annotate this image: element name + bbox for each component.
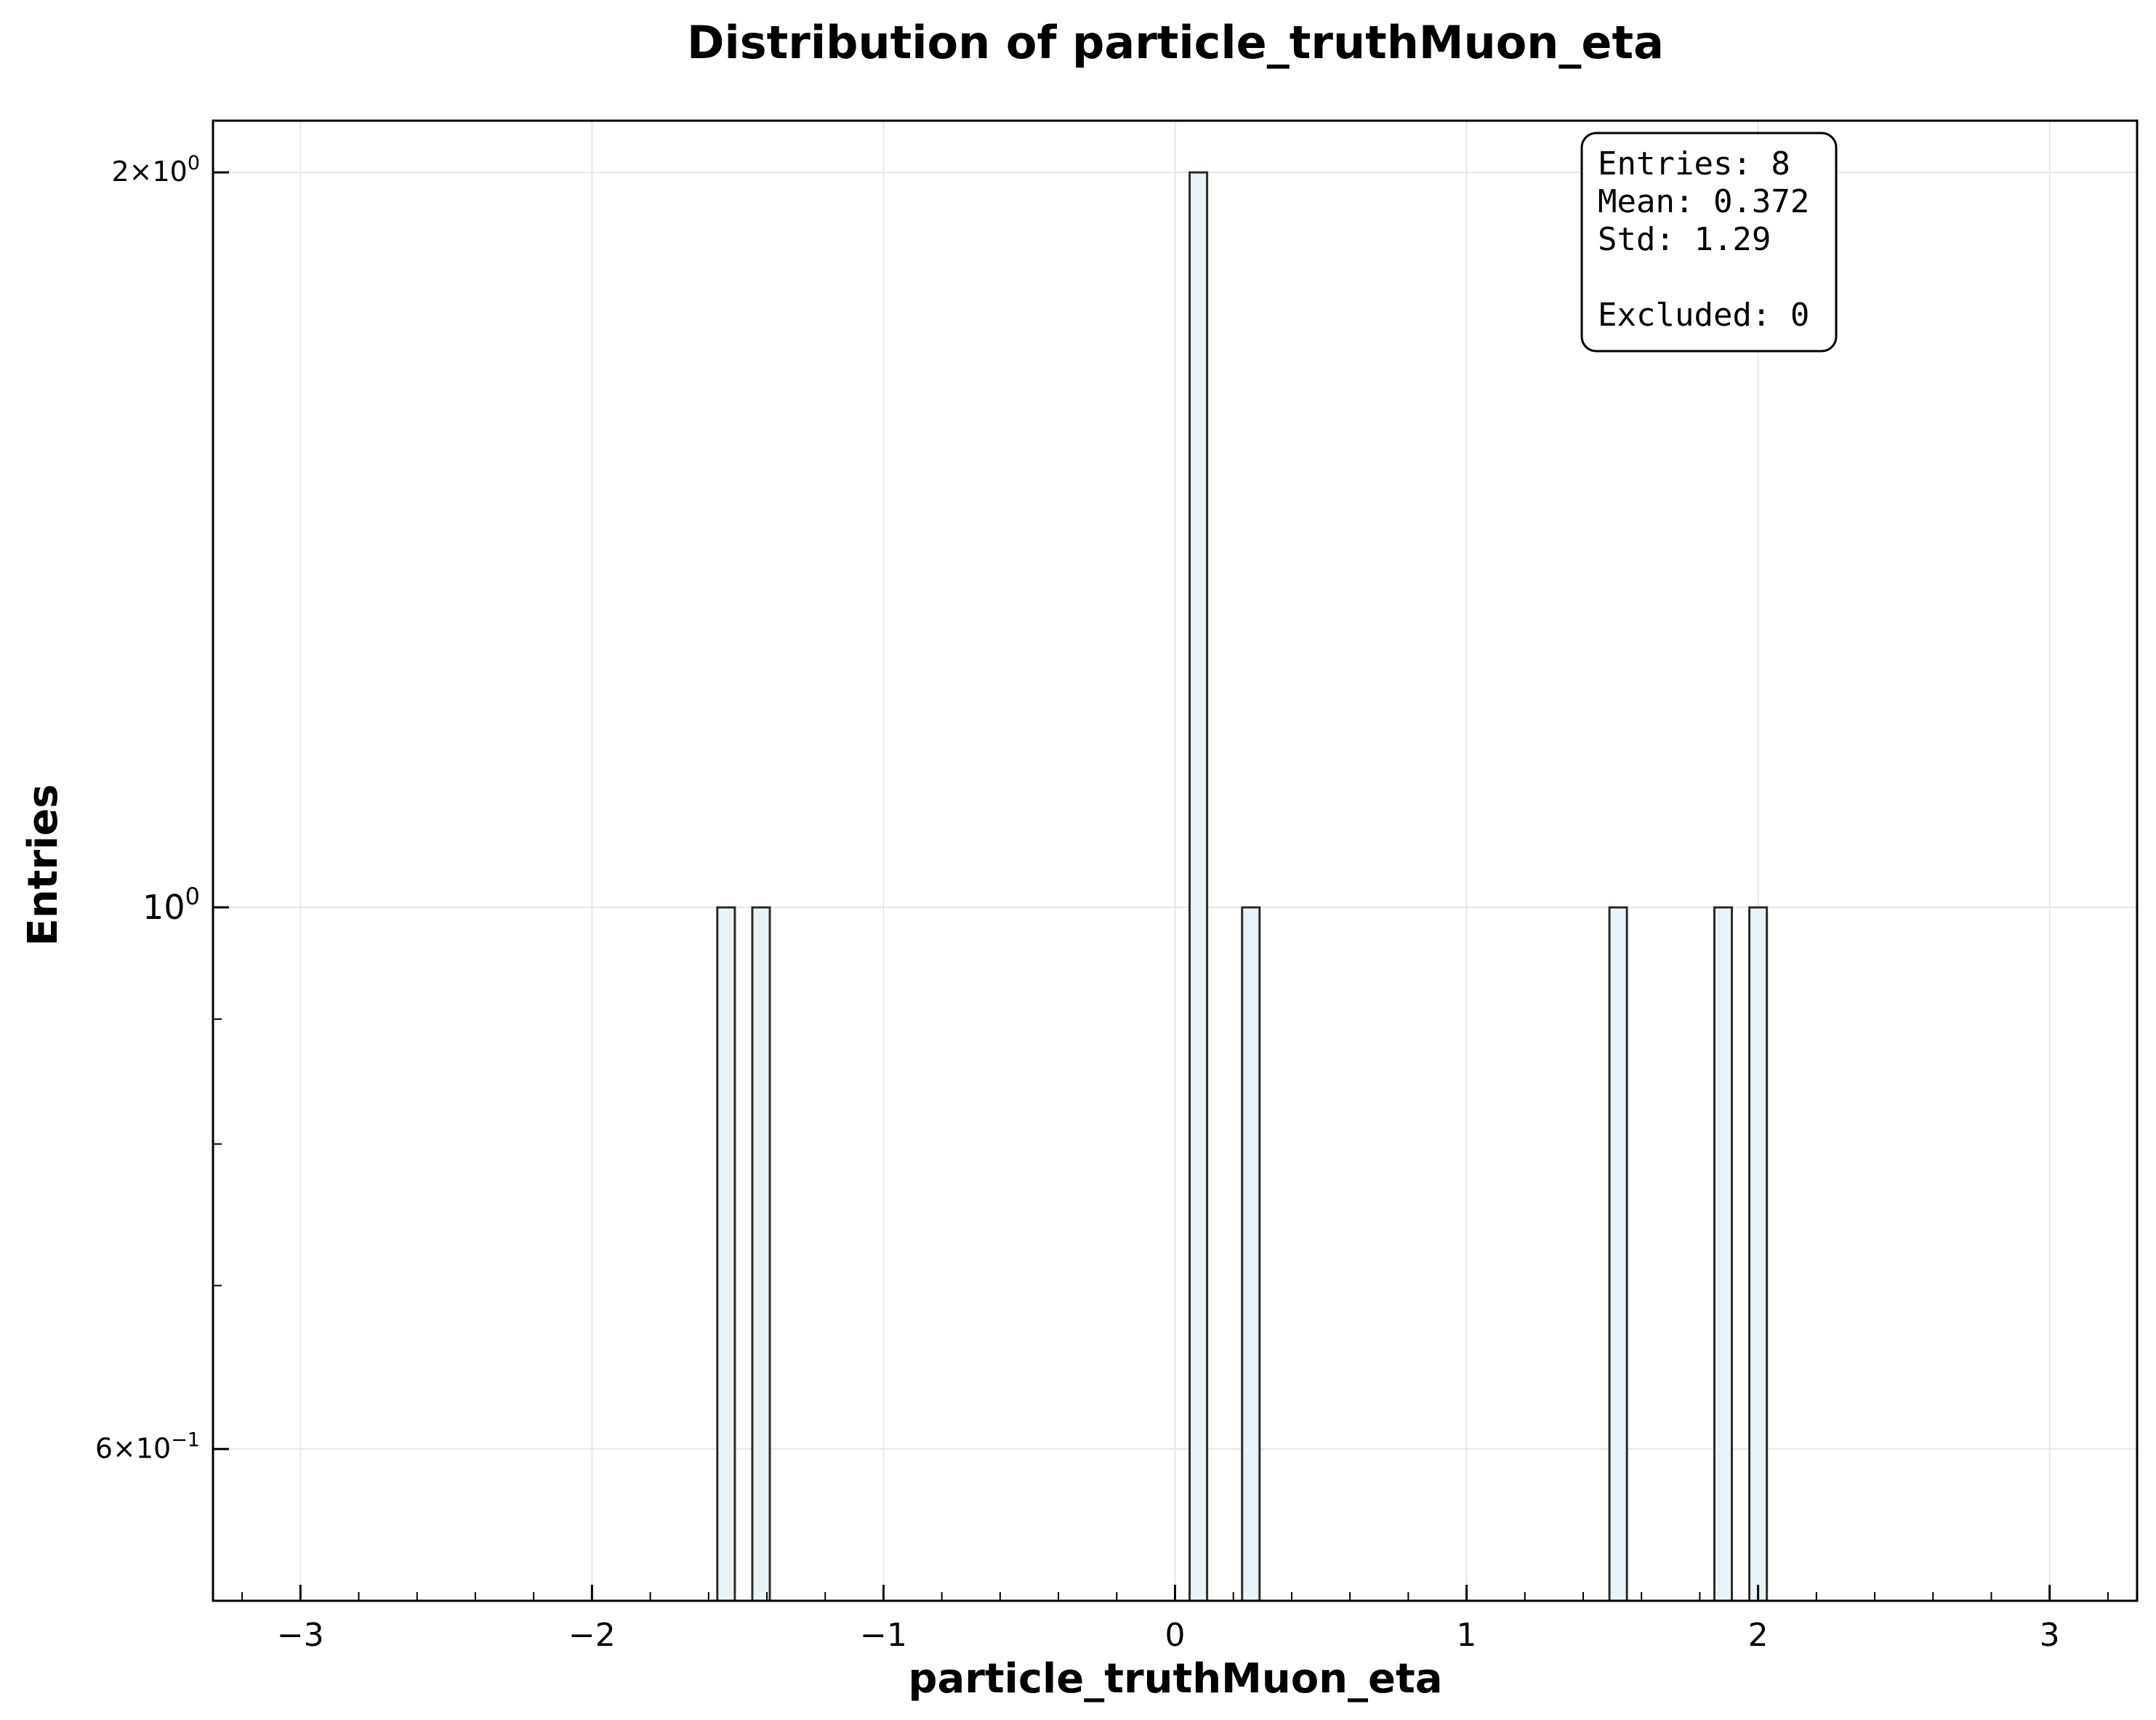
grid-lines xyxy=(213,121,2137,1601)
histogram-bar xyxy=(716,906,736,1602)
x-axis-ticks: −3 −2 −1 0 1 2 3 xyxy=(241,1585,2109,1654)
x-tick-label: 1 xyxy=(1457,1617,1477,1654)
y-axis-label: Entries xyxy=(20,784,67,946)
stats-line: Entries: 8 xyxy=(1598,145,1790,182)
x-tick-label: −3 xyxy=(277,1617,324,1654)
x-tick-label: 3 xyxy=(2040,1617,2060,1654)
histogram-bar xyxy=(1241,906,1261,1602)
stats-line: Mean: 0.372 xyxy=(1598,183,1809,220)
histogram-bar xyxy=(1713,906,1734,1602)
y-tick-label: 100 xyxy=(142,883,200,927)
y-tick-label: 2×100 xyxy=(111,152,200,188)
stats-line: Excluded: 0 xyxy=(1598,297,1809,334)
y-tick-label: 6×10−1 xyxy=(95,1428,200,1464)
x-tick-label: 0 xyxy=(1165,1617,1186,1654)
x-axis-label: particle_truthMuon_eta xyxy=(908,1655,1442,1703)
stats-line: Std: 1.29 xyxy=(1598,221,1771,258)
histogram-bar xyxy=(1608,906,1628,1602)
histogram-bars xyxy=(716,171,1769,1602)
x-tick-label: −2 xyxy=(568,1617,616,1654)
histogram-bar xyxy=(751,906,771,1602)
y-axis-ticks: 2×100 100 6×10−1 xyxy=(95,152,229,1464)
x-tick-label: 2 xyxy=(1748,1617,1769,1654)
x-tick-label: −1 xyxy=(860,1617,907,1654)
histogram-bar xyxy=(1748,906,1769,1602)
chart-title: Distribution of particle_truthMuon_eta xyxy=(687,16,1664,69)
stats-box-frame xyxy=(1580,132,1838,353)
histogram-bar xyxy=(1188,171,1209,1602)
